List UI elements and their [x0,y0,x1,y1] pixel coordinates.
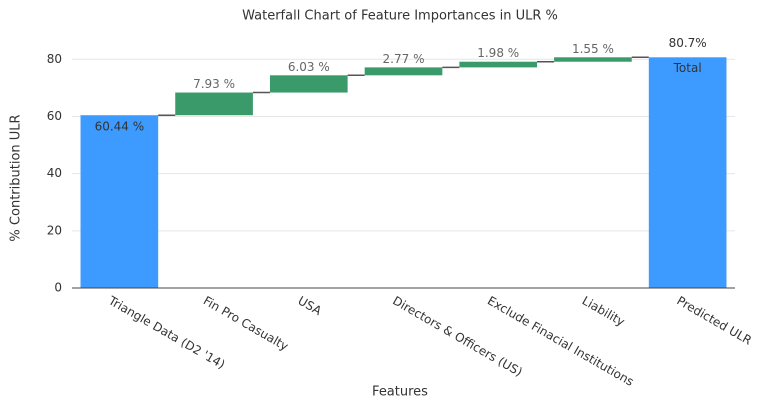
bar [364,67,443,76]
x-tick-label: Liability [580,294,628,330]
x-tick-label: Fin Pro Casualty [201,294,291,354]
x-tick-label: USA [296,294,325,319]
value-label: 1.55 % [572,42,614,56]
bar [80,115,159,288]
x-tick-label: Exclude Finacial Institutions [485,294,636,389]
total-label: Total [673,61,702,75]
y-tick-label: 0 [54,281,62,295]
y-tick-label: 40 [47,166,62,180]
x-axis-title: Features [372,385,428,400]
value-label: 7.93 % [193,77,235,91]
x-tick-label: Predicted ULR [674,294,754,348]
bar [648,57,727,289]
value-label: 60.44 % [95,120,145,134]
bar [459,61,538,68]
value-label: 1.98 % [477,46,519,60]
bar [269,75,348,93]
value-label: 2.77 % [383,52,425,66]
bar [175,92,253,116]
chart-title: Waterfall Chart of Feature Importances i… [242,9,558,24]
y-tick-label: 80 [47,52,62,66]
value-label: 6.03 % [288,60,330,74]
value-label: 80.7% [669,36,707,50]
bar [554,57,632,62]
y-axis-title: % Contribution ULR [9,114,24,241]
y-tick-label: 20 [47,223,62,237]
y-tick-label: 60 [47,109,62,123]
